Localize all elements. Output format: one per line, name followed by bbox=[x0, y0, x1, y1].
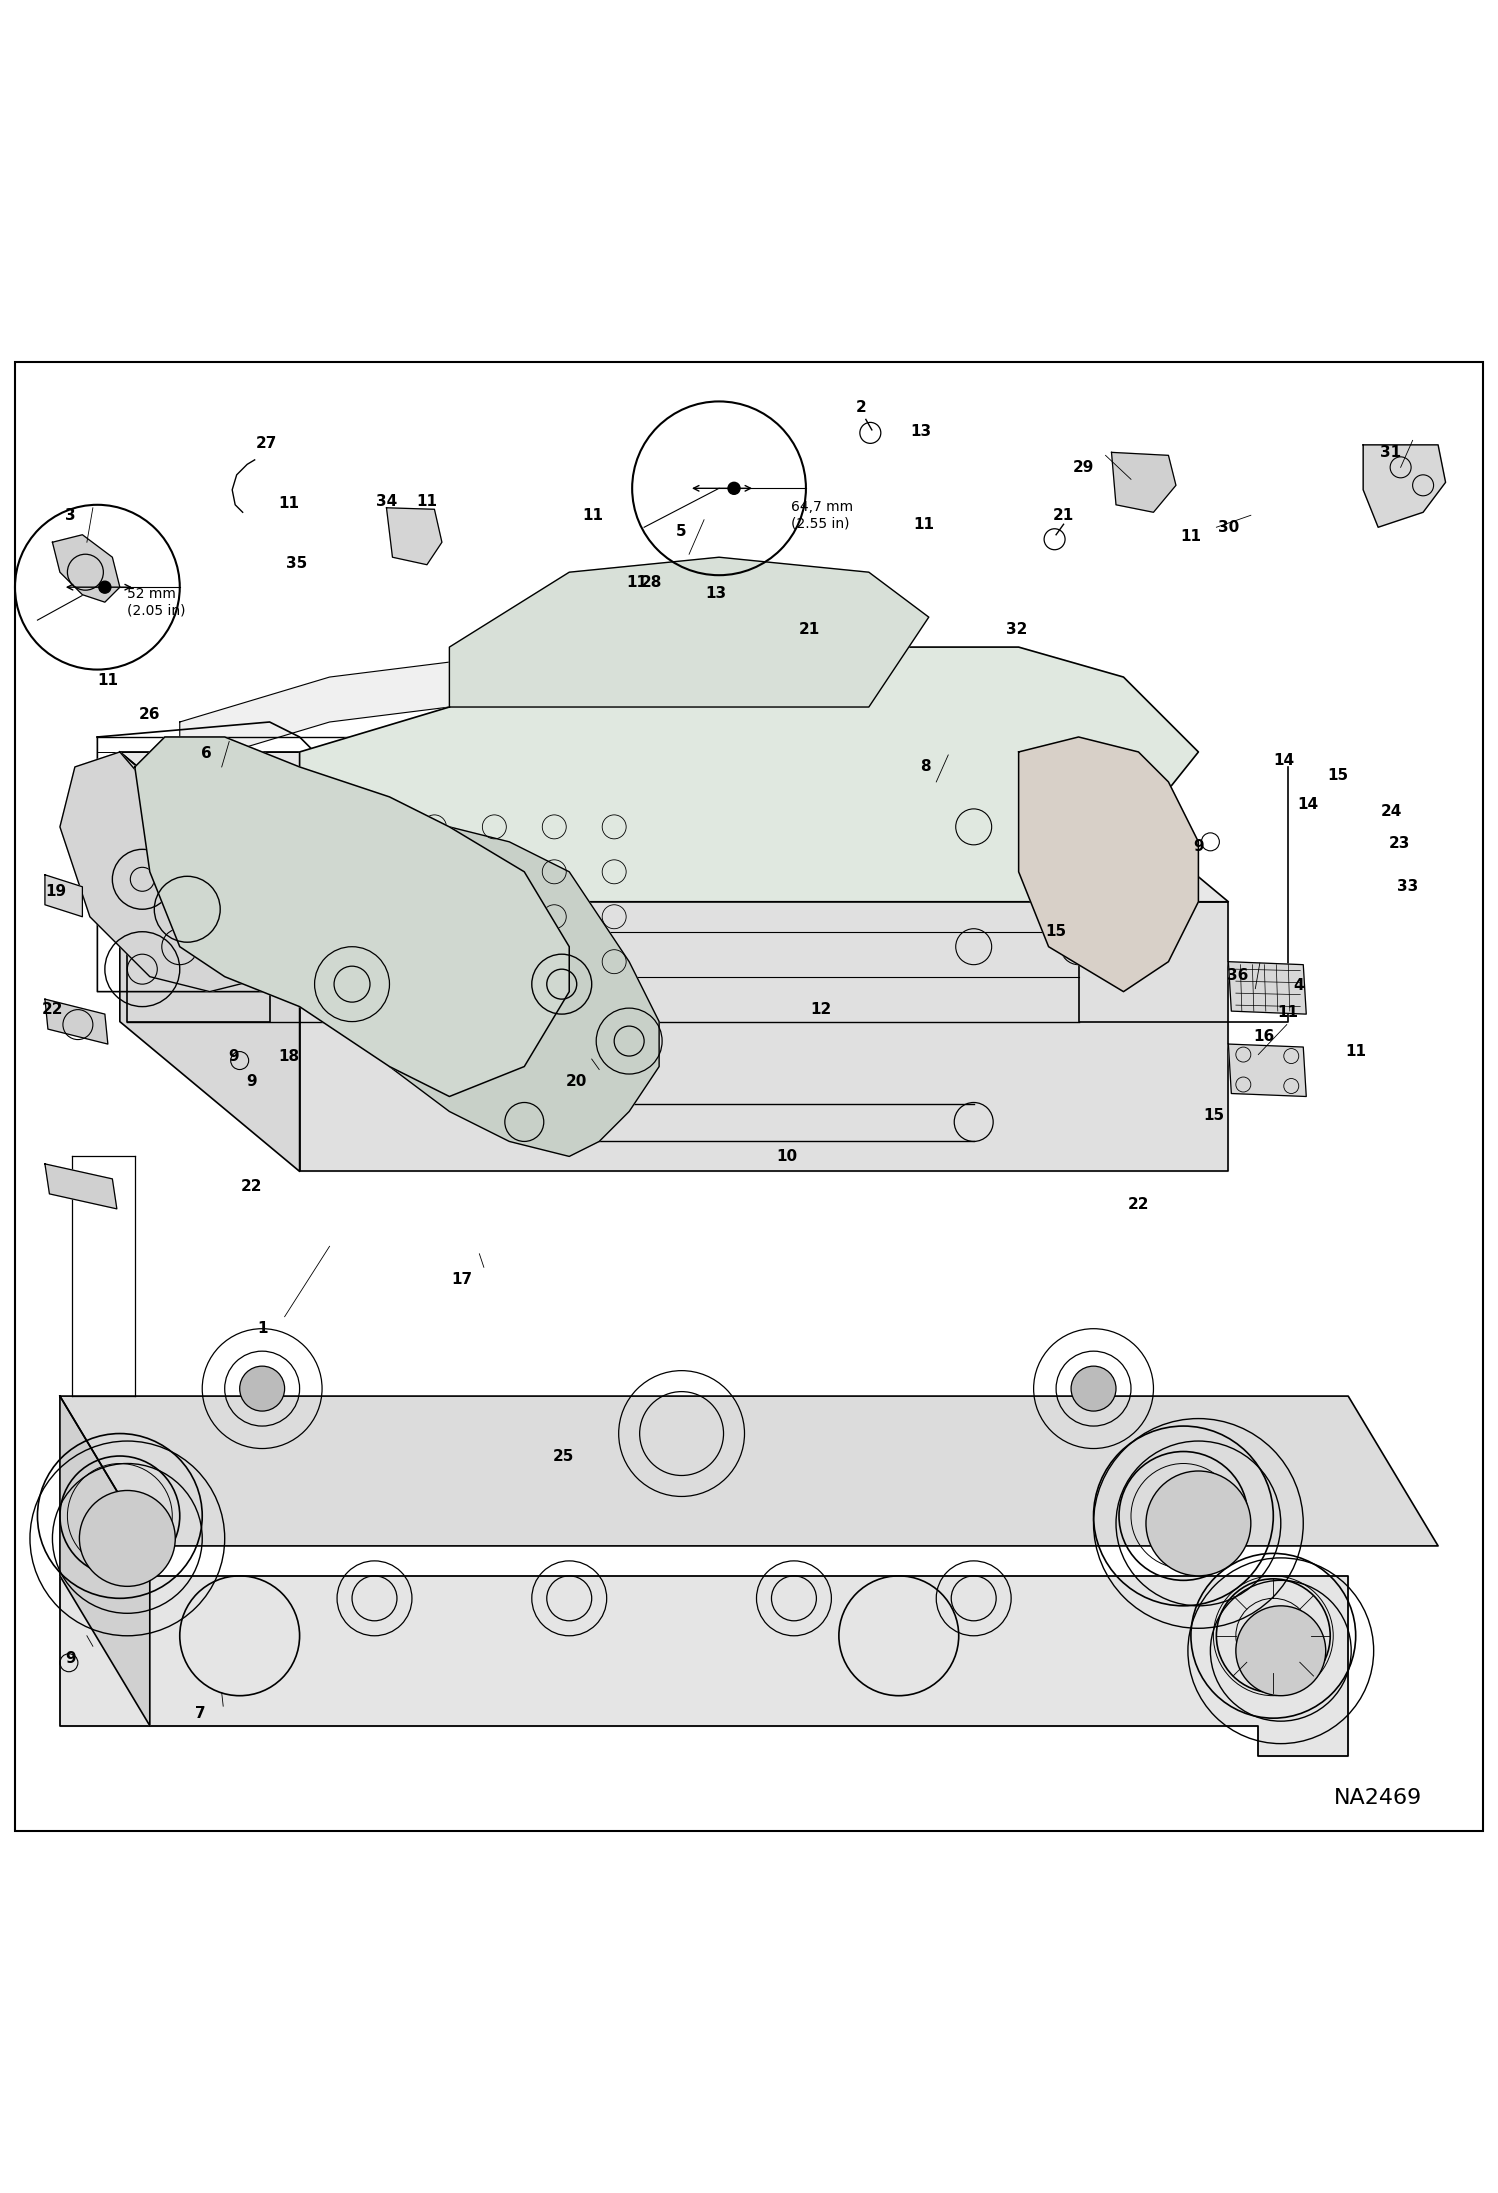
Polygon shape bbox=[1112, 452, 1176, 513]
Text: 14: 14 bbox=[1273, 754, 1294, 768]
Text: 26: 26 bbox=[139, 706, 160, 721]
Text: 11: 11 bbox=[97, 673, 118, 689]
Text: 23: 23 bbox=[1389, 836, 1410, 851]
Polygon shape bbox=[52, 535, 120, 603]
Polygon shape bbox=[135, 737, 569, 1096]
Text: 9: 9 bbox=[64, 1651, 76, 1667]
Text: 64,7 mm
(2.55 in): 64,7 mm (2.55 in) bbox=[791, 500, 852, 531]
Text: 21: 21 bbox=[1053, 509, 1074, 522]
Text: 18: 18 bbox=[279, 1048, 300, 1064]
Text: 14: 14 bbox=[1297, 796, 1318, 811]
Text: 22: 22 bbox=[42, 1002, 63, 1018]
Text: 11: 11 bbox=[914, 518, 935, 531]
Text: 27: 27 bbox=[256, 436, 277, 452]
Polygon shape bbox=[60, 1397, 1438, 1546]
Text: 15: 15 bbox=[1203, 1107, 1224, 1123]
Circle shape bbox=[240, 1366, 285, 1410]
Polygon shape bbox=[60, 752, 270, 991]
Text: 11: 11 bbox=[279, 496, 300, 511]
Text: 11: 11 bbox=[1345, 1044, 1366, 1059]
Text: 34: 34 bbox=[376, 493, 397, 509]
Polygon shape bbox=[330, 827, 659, 1156]
Text: 20: 20 bbox=[566, 1075, 587, 1090]
Text: 28: 28 bbox=[641, 575, 662, 590]
Text: 24: 24 bbox=[1381, 805, 1402, 820]
Text: 9: 9 bbox=[1192, 840, 1204, 853]
Text: 13: 13 bbox=[911, 423, 932, 439]
Text: 5: 5 bbox=[676, 524, 688, 539]
Polygon shape bbox=[300, 901, 1228, 1171]
Circle shape bbox=[1071, 1366, 1116, 1410]
Text: 8: 8 bbox=[920, 759, 932, 774]
Text: 17: 17 bbox=[451, 1272, 472, 1287]
Circle shape bbox=[728, 482, 740, 493]
Polygon shape bbox=[300, 647, 1198, 901]
Text: NA2469: NA2469 bbox=[1335, 1787, 1422, 1807]
Text: 36: 36 bbox=[1227, 967, 1248, 982]
Text: 19: 19 bbox=[45, 884, 66, 899]
Text: 12: 12 bbox=[810, 1002, 831, 1018]
Text: 21: 21 bbox=[798, 621, 819, 636]
Text: 3: 3 bbox=[64, 509, 76, 522]
Polygon shape bbox=[386, 509, 442, 566]
Text: 11: 11 bbox=[416, 493, 437, 509]
Polygon shape bbox=[120, 752, 1228, 901]
Text: 11: 11 bbox=[626, 575, 647, 590]
Polygon shape bbox=[60, 1397, 150, 1726]
Polygon shape bbox=[1228, 963, 1306, 1013]
Text: 2: 2 bbox=[855, 399, 867, 414]
Polygon shape bbox=[1363, 445, 1446, 526]
Text: 32: 32 bbox=[1007, 621, 1028, 636]
Polygon shape bbox=[1228, 1044, 1306, 1096]
Text: 15: 15 bbox=[1046, 923, 1067, 939]
Text: 16: 16 bbox=[1254, 1029, 1275, 1044]
Text: 29: 29 bbox=[1073, 461, 1094, 476]
Circle shape bbox=[79, 1491, 175, 1586]
Text: 11: 11 bbox=[1180, 529, 1201, 544]
Circle shape bbox=[1236, 1605, 1326, 1695]
Text: 4: 4 bbox=[1293, 978, 1305, 993]
Polygon shape bbox=[1019, 737, 1198, 991]
Polygon shape bbox=[120, 752, 300, 1171]
Polygon shape bbox=[60, 1577, 1348, 1757]
Polygon shape bbox=[180, 647, 1079, 768]
Circle shape bbox=[1146, 1472, 1251, 1577]
Text: 30: 30 bbox=[1218, 520, 1239, 535]
Text: 15: 15 bbox=[1327, 768, 1348, 783]
Text: 25: 25 bbox=[553, 1450, 574, 1463]
Text: 11: 11 bbox=[1278, 1004, 1299, 1020]
Circle shape bbox=[99, 581, 111, 592]
Polygon shape bbox=[45, 1164, 117, 1208]
Text: 11: 11 bbox=[583, 509, 604, 522]
Text: 22: 22 bbox=[241, 1180, 262, 1193]
Polygon shape bbox=[449, 557, 929, 706]
Text: 31: 31 bbox=[1380, 445, 1401, 461]
Text: 52 mm
(2.05 in): 52 mm (2.05 in) bbox=[127, 586, 186, 618]
Text: 22: 22 bbox=[1128, 1197, 1149, 1213]
Text: 10: 10 bbox=[776, 1149, 797, 1164]
Text: 13: 13 bbox=[706, 586, 727, 601]
Text: 9: 9 bbox=[228, 1048, 240, 1064]
Text: 6: 6 bbox=[201, 746, 213, 761]
Text: 7: 7 bbox=[195, 1706, 207, 1722]
Text: 35: 35 bbox=[286, 555, 307, 570]
Text: 33: 33 bbox=[1398, 879, 1419, 895]
Polygon shape bbox=[45, 1000, 108, 1044]
Polygon shape bbox=[45, 875, 82, 917]
Text: 1: 1 bbox=[256, 1320, 268, 1336]
Text: 9: 9 bbox=[246, 1075, 258, 1090]
